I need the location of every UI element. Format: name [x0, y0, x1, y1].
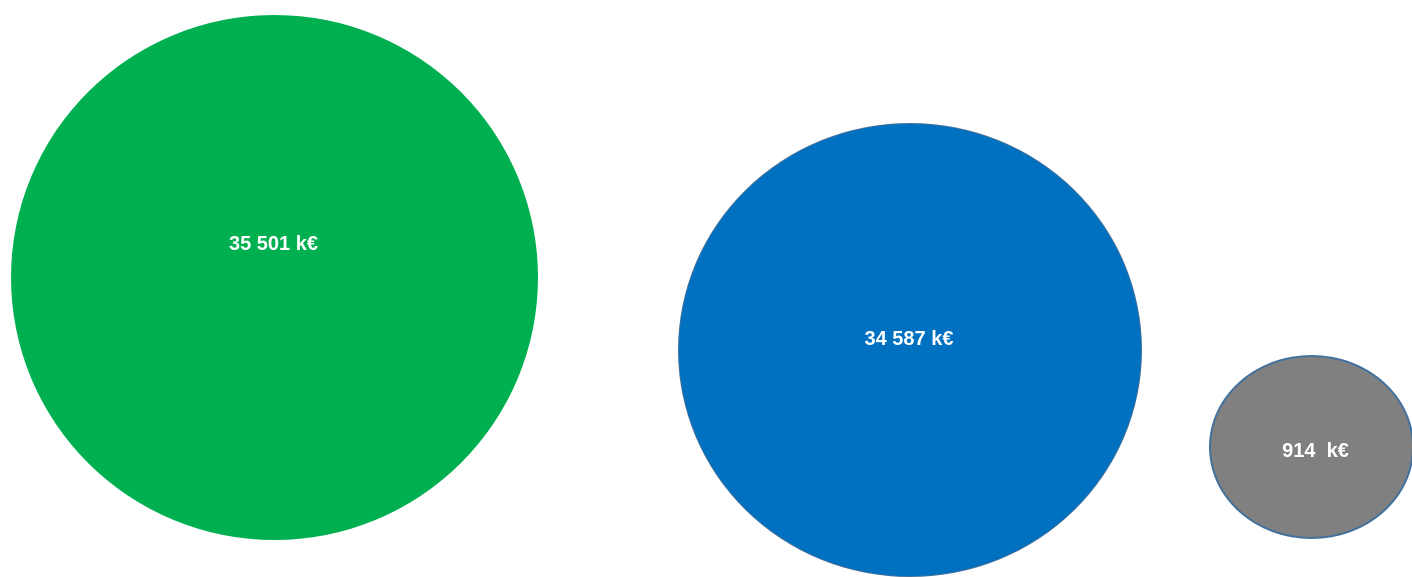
- bubble-green: 35 501 k€: [11, 15, 538, 540]
- bubble-blue: 34 587 k€: [678, 123, 1142, 577]
- bubble-blue-label: 34 587 k€: [864, 327, 954, 350]
- bubble-grey: 914 k€: [1209, 355, 1412, 539]
- bubble-green-label: 35 501 k€: [229, 233, 318, 255]
- bubble-grey-label: 914 k€: [1282, 439, 1349, 462]
